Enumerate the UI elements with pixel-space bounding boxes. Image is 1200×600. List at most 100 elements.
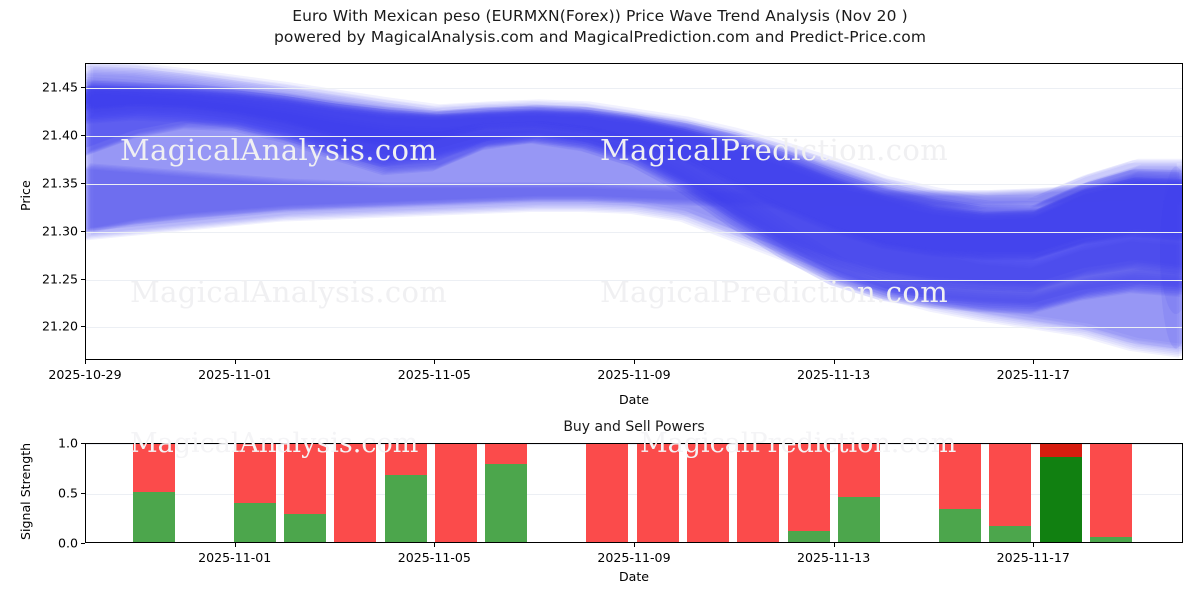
signal-y-tick-label: 0.5 bbox=[0, 486, 78, 501]
signal-x-tick-label: 2025-11-01 bbox=[198, 550, 271, 565]
signal-x-tickmark bbox=[434, 543, 435, 547]
signal-y-tick-label: 0.0 bbox=[0, 536, 78, 551]
buy-power-segment bbox=[133, 492, 175, 542]
sell-power-segment bbox=[737, 443, 779, 542]
signal-bar[interactable] bbox=[435, 443, 477, 542]
title-line-1: Euro With Mexican peso (EURMXN(Forex)) P… bbox=[0, 6, 1200, 27]
signal-bar[interactable] bbox=[485, 443, 527, 542]
price-x-tick-label: 2025-11-17 bbox=[997, 367, 1070, 382]
buy-power-segment bbox=[788, 531, 830, 542]
wave-bands bbox=[86, 64, 1183, 360]
buy-power-segment bbox=[385, 475, 427, 542]
price-y-tick-label: 21.30 bbox=[0, 223, 78, 238]
signal-bar[interactable] bbox=[788, 443, 830, 542]
buy-power-segment bbox=[485, 464, 527, 542]
buy-sell-chart bbox=[85, 443, 1183, 543]
gridline-y bbox=[86, 232, 1182, 233]
signal-x-tickmark bbox=[235, 543, 236, 547]
signal-x-tickmark bbox=[1033, 543, 1034, 547]
gridline-y bbox=[86, 136, 1182, 137]
price-y-tickmark bbox=[81, 87, 85, 88]
signal-bar[interactable] bbox=[687, 443, 729, 542]
signal-x-tick-label: 2025-11-05 bbox=[398, 550, 471, 565]
signal-bar[interactable] bbox=[385, 443, 427, 542]
signal-strength-axis-label: Signal Strength bbox=[18, 443, 33, 540]
sell-power-segment bbox=[385, 443, 427, 475]
sell-power-segment bbox=[939, 443, 981, 509]
price-x-tick-label: 2025-11-05 bbox=[398, 367, 471, 382]
buy-power-segment bbox=[989, 526, 1031, 542]
signal-y-tickmark bbox=[81, 493, 85, 494]
signal-bar[interactable] bbox=[737, 443, 779, 542]
gridline-y bbox=[86, 184, 1182, 185]
signal-bar[interactable] bbox=[637, 443, 679, 542]
price-y-tickmark bbox=[81, 135, 85, 136]
price-axis-label: Price bbox=[18, 180, 33, 211]
sell-power-segment bbox=[234, 443, 276, 503]
sell-power-segment bbox=[485, 443, 527, 464]
price-y-tickmark bbox=[81, 326, 85, 327]
gridline-y bbox=[86, 280, 1182, 281]
price-x-tick-label: 2025-10-29 bbox=[48, 367, 121, 382]
signal-x-tickmark bbox=[634, 543, 635, 547]
signal-y-tick-label: 1.0 bbox=[0, 436, 78, 451]
buy-power-segment bbox=[1090, 537, 1132, 542]
buy-power-segment bbox=[284, 514, 326, 542]
price-y-tick-label: 21.25 bbox=[0, 271, 78, 286]
sell-power-segment bbox=[989, 443, 1031, 526]
price-x-tick-label: 2025-11-09 bbox=[597, 367, 670, 382]
sell-power-segment bbox=[637, 443, 679, 542]
signal-y-tickmark bbox=[81, 443, 85, 444]
buy-power-segment bbox=[838, 497, 880, 542]
buy-sell-chart-x-label: Date bbox=[619, 569, 649, 584]
signal-bar[interactable] bbox=[284, 443, 326, 542]
sell-power-segment bbox=[687, 443, 729, 542]
price-y-tick-label: 21.35 bbox=[0, 175, 78, 190]
price-y-tickmark bbox=[81, 279, 85, 280]
price-wave-chart bbox=[85, 63, 1183, 360]
buy-sell-title: Buy and Sell Powers bbox=[563, 419, 704, 435]
price-x-tickmark bbox=[834, 360, 835, 364]
sell-power-segment bbox=[1040, 443, 1082, 457]
signal-x-tick-label: 2025-11-13 bbox=[797, 550, 870, 565]
signal-y-tickmark bbox=[81, 543, 85, 544]
sell-power-segment bbox=[1090, 443, 1132, 537]
price-y-tick-label: 21.20 bbox=[0, 319, 78, 334]
signal-x-tick-label: 2025-11-17 bbox=[997, 550, 1070, 565]
signal-x-tick-label: 2025-11-09 bbox=[597, 550, 670, 565]
signal-bar[interactable] bbox=[334, 443, 376, 542]
price-y-tickmark bbox=[81, 231, 85, 232]
price-x-tickmark bbox=[1033, 360, 1034, 364]
gridline-y bbox=[86, 327, 1182, 328]
signal-bar[interactable] bbox=[838, 443, 880, 542]
price-x-tickmark bbox=[434, 360, 435, 364]
price-chart-x-label: Date bbox=[619, 392, 649, 407]
price-x-tick-label: 2025-11-13 bbox=[797, 367, 870, 382]
gridline-y bbox=[86, 88, 1182, 89]
price-x-tickmark bbox=[85, 360, 86, 364]
page-title: Euro With Mexican peso (EURMXN(Forex)) P… bbox=[0, 6, 1200, 48]
sell-power-segment bbox=[435, 443, 477, 542]
price-x-tickmark bbox=[634, 360, 635, 364]
sell-power-segment bbox=[586, 443, 628, 542]
price-x-tick-label: 2025-11-01 bbox=[198, 367, 271, 382]
sell-power-segment bbox=[788, 443, 830, 531]
buy-power-segment bbox=[1040, 457, 1082, 542]
signal-bar[interactable] bbox=[1040, 443, 1082, 542]
signal-x-tickmark bbox=[834, 543, 835, 547]
signal-bar[interactable] bbox=[989, 443, 1031, 542]
signal-bar[interactable] bbox=[586, 443, 628, 542]
price-y-tickmark bbox=[81, 183, 85, 184]
price-y-tick-label: 21.45 bbox=[0, 79, 78, 94]
buy-power-segment bbox=[234, 503, 276, 542]
signal-bar[interactable] bbox=[234, 443, 276, 542]
sell-power-segment bbox=[133, 443, 175, 492]
signal-bar[interactable] bbox=[1090, 443, 1132, 542]
title-line-2: powered by MagicalAnalysis.com and Magic… bbox=[0, 27, 1200, 48]
price-y-tick-label: 21.40 bbox=[0, 127, 78, 142]
signal-bar[interactable] bbox=[939, 443, 981, 542]
signal-bar[interactable] bbox=[133, 443, 175, 542]
buy-power-segment bbox=[939, 509, 981, 542]
sell-power-segment bbox=[284, 443, 326, 514]
sell-power-segment bbox=[334, 443, 376, 542]
